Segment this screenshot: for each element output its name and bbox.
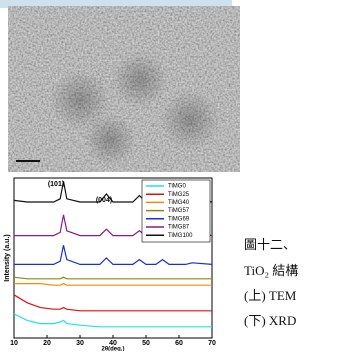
caption-line: 圖十二、 [244,237,296,252]
x-tick-label: 50 [142,340,150,347]
series-line [14,284,212,286]
caption-line: TiO₂ 結構 [244,263,298,278]
series-line [14,314,212,327]
figure: 102030405060702θ(deg.)Intensity (a.u.)(1… [0,0,346,351]
legend-label: TiMG57 [168,208,190,214]
legend-label: TiMG87 [168,225,190,231]
x-tick-label: 30 [76,340,84,347]
scale-bar [16,160,40,162]
series-line [14,277,212,279]
x-tick-label: 20 [43,340,51,347]
legend-label: TiMG100 [168,233,193,239]
x-axis-label: 2θ(deg.) [102,347,125,351]
x-tick-label: 60 [175,340,183,347]
tem-image [8,6,240,172]
caption-line: (下) XRD [244,313,296,328]
series-line [14,295,212,311]
legend-label: TiMG0 [168,184,186,190]
legend-label: TiMG69 [168,216,190,222]
peak-label: (004) [96,197,112,204]
y-axis-label: Intensity (a.u.) [4,234,11,281]
peak-label: (101) [48,181,64,188]
legend-label: TiMG40 [168,200,190,206]
x-tick-label: 10 [10,340,18,347]
x-tick-label: 70 [208,340,216,347]
series-line [14,245,212,264]
legend-label: TiMG25 [168,192,190,198]
caption-line: (上) TEM [244,288,297,303]
